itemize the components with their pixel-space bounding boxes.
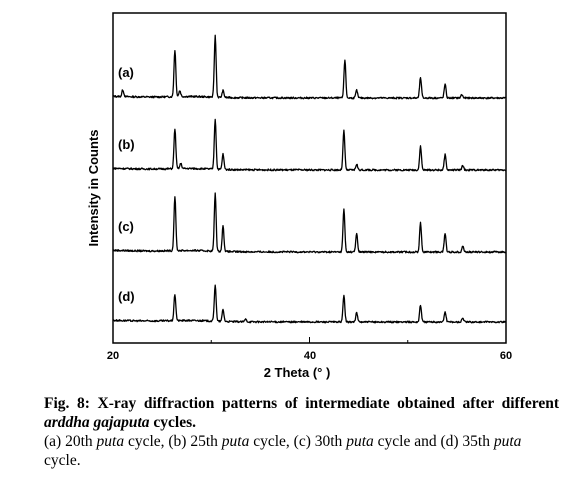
- series-label: (c): [118, 219, 134, 234]
- xrd-pattern-line: [112, 34, 507, 100]
- series-label: (a): [118, 65, 134, 80]
- caption-legend: (a) 20th puta cycle, (b) 25th puta cycle…: [44, 432, 559, 470]
- caption-text: cycle.: [44, 452, 81, 469]
- x-axis-title: 2 Theta (° ): [264, 365, 331, 380]
- series-label: (d): [118, 289, 135, 304]
- caption-italic: puta: [346, 433, 374, 450]
- caption-text: Fig. 8: X-ray diffraction patterns of in…: [44, 395, 559, 412]
- x-axis-ticks: [112, 337, 507, 343]
- x-tick-label: 40: [304, 350, 316, 362]
- caption-text: cycle, (c) 30th: [249, 433, 347, 450]
- caption-italic: puta: [221, 433, 250, 450]
- caption-text: (a) 20th: [44, 433, 97, 450]
- caption-text: cycle, (b) 25th: [124, 433, 222, 450]
- series-label: (b): [118, 137, 135, 152]
- caption-italic: puta: [493, 433, 522, 450]
- xrd-pattern-line: [112, 192, 507, 254]
- y-axis-title: Intensity in Counts: [86, 130, 101, 247]
- xrd-pattern-line: [112, 284, 507, 324]
- x-tick-label: 20: [107, 350, 119, 362]
- plot-frame: [112, 12, 507, 344]
- series-labels: (a) (b) (c) (d): [118, 65, 135, 304]
- caption-title: Fig. 8: X-ray diffraction patterns of in…: [44, 394, 559, 432]
- xrd-chart: (a) (b) (c) (d) 20 40 60 2 Theta (° ) Inten…: [86, 12, 512, 380]
- data-series: [112, 34, 507, 324]
- xrd-pattern-line: [112, 118, 507, 172]
- caption-text: cycle and (d) 35th: [373, 433, 494, 450]
- figure-caption: Fig. 8: X-ray diffraction patterns of in…: [44, 394, 559, 470]
- caption-italic: arddha gajaputa: [44, 414, 150, 431]
- x-tick-label: 60: [500, 350, 512, 362]
- caption-italic: puta: [96, 433, 125, 450]
- caption-text: cycles.: [149, 414, 196, 431]
